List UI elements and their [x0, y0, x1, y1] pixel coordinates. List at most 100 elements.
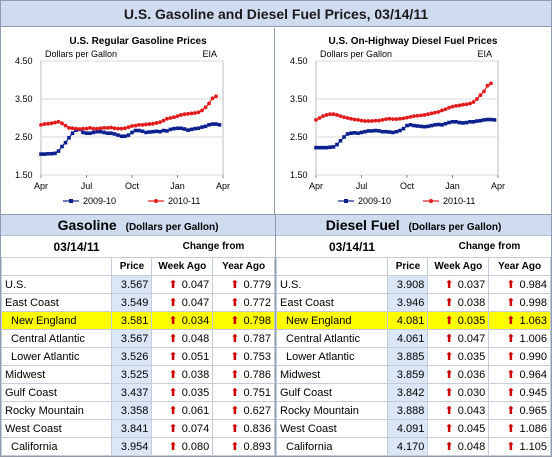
table-row: West Coast 3.841 ⬆ 0.074 ⬆ 0.836	[0, 419, 275, 438]
diesel-point	[454, 103, 458, 108]
up-arrow-icon: ⬆	[506, 387, 516, 399]
week-change-cell: ⬆ 0.061	[151, 401, 214, 420]
diesel-point	[426, 124, 430, 129]
week-change-cell: ⬆ 0.048	[151, 329, 214, 348]
diesel-point	[422, 124, 427, 129]
up-arrow-icon: ⬆	[506, 351, 516, 363]
diesel-point	[317, 116, 322, 120]
diesel-point	[475, 97, 479, 101]
region-name: U.S.	[275, 275, 389, 294]
gasoline-price-chart: U.S. Regular Gasoline Prices Dollars per …	[15, 36, 230, 206]
diesel-point	[489, 81, 493, 86]
gasoline-heading: Gasoline	[57, 217, 117, 233]
gas-point	[84, 126, 89, 131]
gas-ytick-label: 1.50	[15, 170, 33, 180]
week-change-value: 0.045	[457, 423, 486, 435]
gas-legend-label: 2009-10	[83, 196, 116, 206]
gasoline-header-blank	[0, 257, 113, 276]
gas-point	[105, 131, 110, 135]
diesel-point	[394, 129, 399, 134]
diesel-point	[433, 110, 437, 115]
region-name: Central Atlantic	[275, 329, 389, 348]
diesel-xtick-label: Jan	[445, 181, 460, 191]
diesel-point	[349, 131, 353, 135]
table-row: Gulf Coast 3.437 ⬆ 0.035 ⬆ 0.751	[0, 383, 275, 402]
diesel-point	[450, 120, 455, 124]
diesel-legend-marker	[344, 199, 348, 203]
diesel-point	[356, 118, 360, 122]
price-value: 3.581	[111, 311, 153, 330]
price-value: 3.525	[111, 365, 153, 384]
up-arrow-icon: ⬆	[444, 297, 454, 309]
gas-point	[123, 134, 127, 139]
price-value: 3.859	[387, 365, 429, 384]
year-change-cell: ⬆ 1.006	[488, 329, 551, 348]
gas-point	[126, 125, 131, 130]
table-row: Lower Atlantic 3.885 ⬆ 0.035 ⬆ 0.990	[275, 347, 551, 366]
region-name: West Coast	[275, 419, 389, 438]
gas-xtick-label: Apr	[34, 181, 48, 191]
week-change-cell: ⬆ 0.048	[427, 437, 490, 456]
gas-point	[189, 111, 194, 116]
gas-point	[140, 129, 145, 134]
gas-point	[210, 96, 215, 101]
year-change-value: 0.998	[519, 297, 547, 309]
table-row: Midwest 3.525 ⬆ 0.038 ⬆ 0.786	[0, 365, 275, 384]
gas-point	[102, 125, 106, 130]
diesel-point	[419, 124, 423, 129]
week-change-cell: ⬆ 0.074	[151, 419, 214, 438]
region-name: Rocky Mountain	[0, 401, 113, 420]
up-arrow-icon: ⬆	[506, 279, 516, 291]
week-change-cell: ⬆ 0.051	[151, 347, 214, 366]
year-change-cell: ⬆ 0.627	[212, 401, 275, 420]
price-value: 3.358	[111, 401, 153, 420]
diesel-point	[408, 114, 413, 119]
diesel-point	[468, 120, 472, 124]
gas-point	[168, 116, 173, 120]
table-divider	[275, 214, 276, 457]
diesel-point	[321, 114, 325, 118]
year-change-value: 0.627	[243, 405, 271, 417]
gasoline-header-week: Week Ago	[151, 257, 214, 276]
table-row: Central Atlantic 3.567 ⬆ 0.048 ⬆ 0.787	[0, 329, 275, 348]
diesel-point	[457, 120, 462, 125]
gas-point	[200, 125, 204, 129]
price-value: 3.567	[111, 275, 153, 294]
price-value: 4.170	[387, 437, 429, 456]
price-value: 3.885	[387, 347, 429, 366]
price-value: 3.549	[111, 293, 153, 312]
gas-point	[140, 122, 145, 127]
week-change-cell: ⬆ 0.036	[427, 365, 490, 384]
week-change-value: 0.047	[181, 279, 210, 291]
week-change-value: 0.080	[181, 441, 210, 453]
diesel-point	[398, 116, 402, 121]
diesel-ytick-label: 1.50	[290, 170, 308, 180]
week-change-cell: ⬆ 0.035	[151, 383, 214, 402]
diesel-point	[335, 113, 339, 117]
year-change-value: 0.990	[519, 351, 547, 363]
gasoline-header-year: Year Ago	[212, 257, 275, 276]
diesel-point	[478, 93, 483, 98]
diesel-point	[387, 116, 392, 121]
diesel-point	[363, 119, 367, 123]
diesel-header-price: Price	[387, 257, 429, 276]
table-row: Central Atlantic 4.061 ⬆ 0.047 ⬆ 1.006	[275, 329, 551, 348]
gas-point	[196, 110, 201, 115]
up-arrow-icon: ⬆	[168, 351, 178, 363]
week-change-value: 0.035	[457, 315, 486, 327]
gas-point	[63, 123, 68, 128]
up-arrow-icon: ⬆	[506, 441, 516, 453]
up-arrow-icon: ⬆	[506, 405, 516, 417]
year-change-cell: ⬆ 0.964	[488, 365, 551, 384]
diesel-price-table: Price Week Ago Year Ago U.S. 3.908 ⬆ 0.037 ⬆ 0.9…	[275, 257, 551, 456]
diesel-date: 03/14/11	[328, 240, 376, 254]
gas-point	[88, 125, 92, 130]
region-name: Gulf Coast	[275, 383, 389, 402]
diesel-point	[485, 117, 490, 122]
price-value: 3.954	[111, 437, 153, 456]
region-name: East Coast	[275, 293, 389, 312]
diesel-point	[475, 119, 479, 123]
diesel-point	[408, 123, 413, 127]
table-row: California 3.954 ⬆ 0.080 ⬆ 0.893	[0, 437, 275, 456]
week-change-value: 0.061	[181, 405, 210, 417]
